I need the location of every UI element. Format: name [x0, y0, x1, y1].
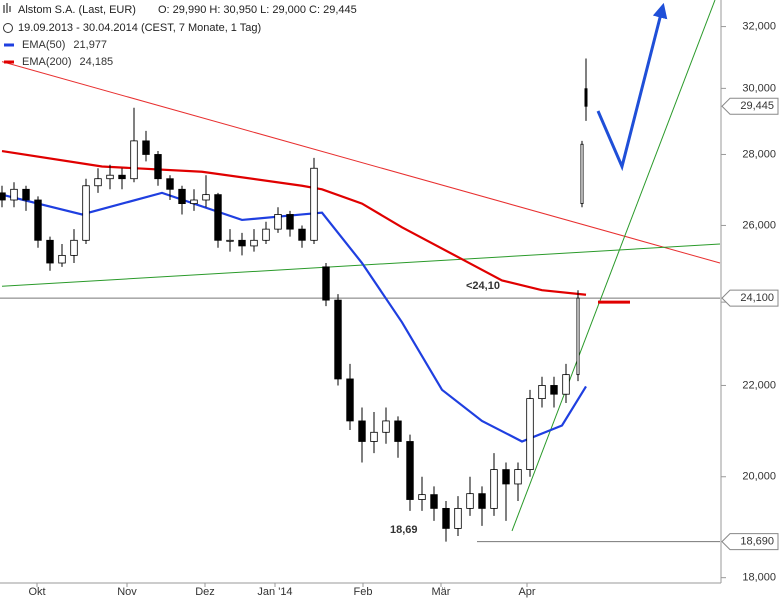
candle-body — [118, 174, 126, 180]
trendline — [1, 243, 721, 287]
candle-body — [262, 228, 270, 241]
ohlc-text: O: 29,990 H: 30,950 L: 29,000 C: 29,445 — [158, 4, 357, 16]
candle-body — [10, 188, 18, 201]
candle-body — [298, 228, 306, 241]
candle-body — [430, 494, 438, 509]
candle-body — [584, 88, 588, 107]
candle-body — [394, 420, 402, 442]
legend-label: EMA(50) — [22, 39, 65, 51]
y-tick-label: 28,000 — [742, 148, 776, 160]
candle-body — [94, 178, 102, 187]
x-tick-label: Okt — [28, 586, 45, 598]
price-tag-label: 24,100 — [740, 292, 774, 304]
y-tick-label: 30,000 — [742, 82, 776, 94]
candle-body — [82, 185, 90, 241]
trendline — [1, 61, 721, 264]
chart-title: Alstom S.A. (Last, EUR) — [18, 4, 136, 16]
candle-body — [154, 154, 162, 180]
candle-body — [286, 214, 294, 230]
price-tag-label: 18,690 — [740, 536, 774, 548]
candle-body — [358, 420, 366, 442]
candle-body — [166, 178, 174, 190]
candle-body — [250, 239, 258, 247]
candle-body — [418, 494, 426, 500]
chart-icon — [3, 3, 11, 13]
candle-body — [478, 493, 486, 509]
trendline — [596, 2, 668, 172]
ema-line — [1, 191, 587, 443]
candle-body — [226, 239, 234, 242]
clock-icon — [3, 23, 13, 33]
candle-body — [46, 239, 54, 264]
ema-line — [1, 149, 587, 296]
candle-body — [370, 431, 378, 442]
y-tick-label: 18,000 — [742, 572, 776, 584]
header: Alstom S.A. (Last, EUR) O: 29,990 H: 30,… — [3, 3, 357, 34]
candle-body — [382, 420, 390, 433]
candle-body — [502, 469, 510, 485]
candle-body — [190, 199, 198, 204]
y-tick-label: 26,000 — [742, 219, 776, 231]
x-tick-label: Nov — [117, 586, 137, 598]
candle-body — [454, 507, 462, 529]
annotation: <24,10 — [466, 280, 500, 292]
legend-value: 21,977 — [73, 39, 107, 51]
trendline — [511, 0, 716, 532]
candle-body — [202, 194, 210, 201]
candle-body — [562, 374, 570, 395]
candle-body — [274, 214, 282, 230]
chart-subtitle: 19.09.2013 - 30.04.2014 (CEST, 7 Monate,… — [18, 22, 261, 34]
candle-body — [580, 143, 584, 204]
candle-body — [526, 398, 534, 470]
price-tag-label: 29,445 — [740, 100, 774, 112]
candle-body — [576, 297, 580, 376]
candle-body — [490, 469, 498, 509]
x-tick-label: Jan '14 — [257, 586, 292, 598]
y-tick-label: 22,000 — [742, 379, 776, 391]
candle-body — [406, 441, 414, 500]
candle-body — [70, 239, 78, 256]
candle-body — [106, 174, 114, 180]
candle-body — [346, 378, 354, 422]
price-tag — [721, 97, 779, 115]
candle-body — [0, 192, 6, 201]
candle-body — [34, 199, 42, 241]
candle-body — [310, 167, 318, 241]
x-tick-label: Dez — [195, 586, 215, 598]
x-tick-label: Apr — [518, 586, 535, 598]
y-tick-label: 32,000 — [742, 20, 776, 32]
legend-label: EMA(200) — [22, 56, 72, 68]
x-tick-label: Feb — [354, 586, 373, 598]
annotation: 18,69 — [390, 524, 418, 536]
candle-body — [142, 140, 150, 155]
candle-body — [130, 140, 138, 180]
price-tag — [721, 289, 779, 307]
candle-body — [58, 254, 66, 264]
candle-body — [178, 188, 186, 204]
candle-body — [538, 385, 546, 400]
candle-body — [442, 507, 450, 529]
candle-body — [514, 469, 522, 485]
candle-body — [238, 239, 246, 247]
candle-body — [334, 299, 342, 380]
candle-body — [214, 194, 222, 241]
legend-value: 24,185 — [80, 56, 114, 68]
candle-body — [22, 188, 30, 201]
candle-body — [322, 266, 330, 301]
y-tick-label: 20,000 — [742, 471, 776, 483]
price-tag — [721, 533, 779, 551]
candle-body — [550, 385, 558, 395]
candle-body — [466, 493, 474, 509]
x-tick-label: Mär — [432, 586, 451, 598]
